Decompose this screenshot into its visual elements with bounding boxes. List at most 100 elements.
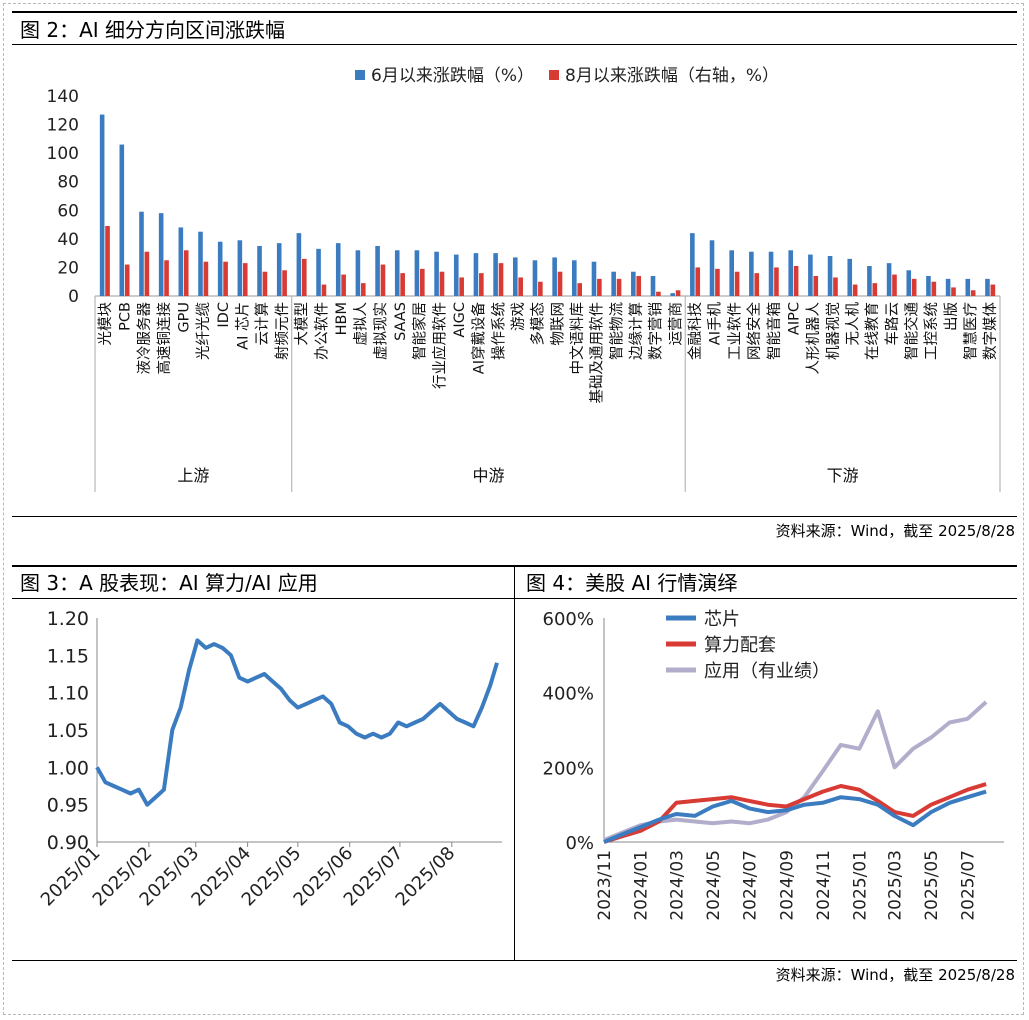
bar-6m [178,227,184,296]
y-tick-label: 80 [57,173,79,193]
bar-6m [237,240,243,296]
legend-label: 算力配套 [704,635,776,656]
bar-8m [360,283,366,296]
x-tick-label: 2025/07 [959,850,979,921]
bar-6m [749,251,754,296]
bar-8m [223,261,228,296]
x-tick-label: 2024/01 [631,850,651,921]
bar-8m [695,267,701,296]
bar-6m [729,250,735,296]
category-label: 游戏 [510,302,527,331]
group-label: 上游 [177,466,209,485]
category-label: 液冷服务器 [136,302,153,375]
bar-8m [183,250,189,296]
category-label: AIPC [786,302,802,335]
bar-6m [434,251,439,296]
bar-6m [808,254,813,296]
group-label: 下游 [827,466,859,485]
y-tick-label: 60 [57,201,79,221]
bar-8m [892,274,897,296]
category-label: 大模型 [294,302,311,346]
category-label: 虚拟人 [353,302,370,346]
bar-6m [985,278,990,296]
bar-6m [296,233,302,296]
bar-6m [335,243,341,296]
bar-8m [262,271,268,296]
category-label: 虚拟现实 [372,302,389,360]
category-label: AI穿戴设备 [471,302,488,375]
page-frame [3,3,1024,1015]
y-tick-label: 1.15 [47,645,89,667]
x-tick-label: 2024/07 [740,850,760,921]
category-label: 智能音箱 [766,302,783,360]
category-label: 机器视觉 [825,302,842,360]
bar-8m [951,287,956,296]
fig2-title: 图 2：AI 细分方向区间涨跌幅 [20,18,286,42]
category-label: HBM [334,302,350,335]
category-label: 数字营销 [648,302,665,360]
y-tick-label: 40 [57,230,79,250]
bar-6m [591,261,597,296]
fig2-bottom-rule [12,516,1017,517]
bar-6m [198,231,203,296]
bar-8m [715,268,720,296]
fig34-bottom-rule [12,960,1017,961]
category-label: 智能家居 [412,302,429,360]
category-label: 智能交通 [902,302,920,360]
bar-8m [734,271,740,296]
x-tick-label: 2025/03 [886,850,906,921]
bar-8m [656,291,661,296]
category-label: 办公软件 [313,302,330,360]
bar-6m [217,241,223,296]
bar-8m [479,273,484,296]
bar-8m [498,263,504,296]
y-tick-label: 400% [543,684,594,705]
bar-8m [636,276,642,296]
bar-6m [139,211,144,296]
x-tick-label: 2024/09 [777,850,797,921]
category-label: 无人机 [844,302,861,346]
y-tick-label: 0 [68,287,79,307]
bar-6m [276,243,282,296]
y-tick-label: 140 [47,87,79,107]
category-label: 人形机器人 [805,302,822,375]
fig2-title-rule [12,44,1017,45]
bar-8m [970,290,976,296]
category-label: 中文语料库 [569,302,586,375]
category-label: IDC [216,302,232,328]
category-label: 车路云 [884,302,901,346]
y-tick-label: 200% [543,758,594,779]
bar-6m [965,278,971,296]
bar-8m [321,284,327,296]
legend-label: 芯片 [704,609,740,630]
bar-8m [538,281,543,296]
bar-6m [631,271,636,296]
legend-swatch [549,70,559,80]
category-label: 出版 [943,302,960,331]
bar-6m [473,253,479,296]
y-tick-label: 1.20 [47,608,89,630]
category-label: 边缘计算 [628,302,645,360]
bar-8m [577,283,583,296]
x-tick-label: 2025/05 [922,850,942,921]
x-tick-label: 2025/01 [850,850,870,921]
category-label: 智能物流 [608,302,625,360]
category-label: 数字媒体 [982,302,999,360]
fig34-divider [514,566,515,961]
category-label: 网络安全 [745,302,763,360]
category-label: AI 芯片 [235,302,252,350]
category-label: 多模态 [530,302,547,346]
category-label: 基础及通用软件 [589,302,606,404]
bar-6m [414,250,420,296]
bar-6m [552,257,557,296]
bottom-source: 资料来源：Wind，截至 2025/8/28 [775,966,1015,984]
bar-6m [493,253,498,296]
bar-8m [439,271,445,296]
bar-6m [768,251,774,296]
y-tick-label: 0.90 [47,832,89,854]
bar-8m [852,284,858,296]
bar-8m [813,276,819,296]
fig2-top-rule [12,11,1017,13]
category-label: 高速铜连接 [156,302,173,375]
x-tick-label: 2024/03 [667,850,687,921]
